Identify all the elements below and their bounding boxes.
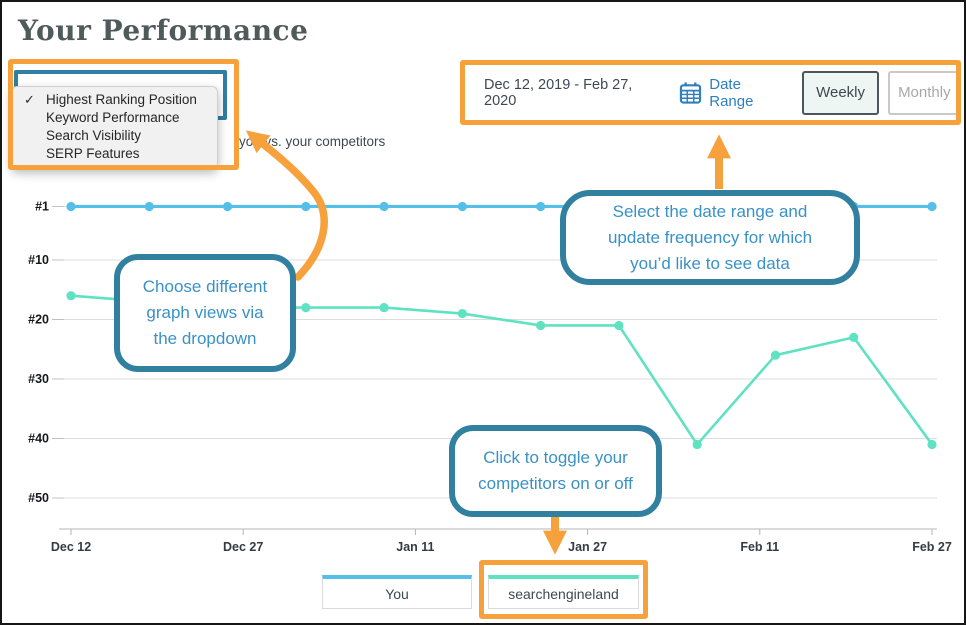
x-axis-label: Jan 11 [396, 540, 434, 554]
y-axis-label: #1 [35, 199, 49, 213]
date-range-link[interactable]: Date Range [709, 75, 754, 110]
callout-line: you’d like to see data [630, 253, 790, 273]
x-axis-label: Feb 27 [912, 540, 952, 554]
menu-item-label: Search Visibility [46, 128, 142, 143]
data-point-searchengineland[interactable] [614, 320, 624, 331]
legend-item-you[interactable]: You [322, 575, 472, 609]
check-icon: ✓ [24, 92, 35, 107]
data-point-you[interactable] [66, 201, 76, 212]
page-title: Your Performance [18, 14, 309, 47]
data-point-you[interactable] [536, 201, 546, 212]
calendar-icon[interactable] [679, 81, 702, 105]
date-toolbar: Dec 12, 2019 - Feb 27, 2020 Date Range W… [460, 60, 961, 125]
menu-item-search-visibility[interactable]: Search Visibility [12, 127, 217, 145]
data-point-searchengineland[interactable] [66, 291, 76, 301]
x-axis-label: Jan 27 [568, 540, 607, 554]
subtitle-fragment: you vs. your competitors [239, 134, 386, 149]
y-axis-label: #10 [28, 253, 49, 267]
data-point-you[interactable] [301, 201, 311, 212]
menu-item-serp-features[interactable]: SERP Features [12, 145, 217, 163]
x-axis-label: Dec 27 [223, 540, 263, 554]
data-point-you[interactable] [927, 201, 937, 212]
menu-item-keyword-performance[interactable]: Keyword Performance [12, 109, 217, 127]
data-point-searchengineland[interactable] [536, 320, 546, 331]
x-axis-label: Dec 12 [51, 540, 91, 554]
legend-label: searchengineland [508, 585, 619, 602]
x-axis-label: Feb 11 [740, 540, 779, 554]
legend-label: You [385, 585, 409, 602]
callout-line: the dropdown [153, 329, 257, 348]
monthly-button[interactable]: Monthly [887, 70, 961, 115]
menu-item-label: SERP Features [46, 146, 140, 161]
callout-line: Click to toggle your [483, 448, 628, 467]
data-point-searchengineland[interactable] [379, 303, 389, 313]
callout-line: competitors on or off [478, 474, 633, 493]
data-point-you[interactable] [457, 201, 467, 212]
data-point-you[interactable] [379, 201, 389, 212]
callout-line: graph views via [146, 303, 264, 322]
callout-legend-tip: Click to toggle your competitors on or o… [449, 425, 662, 517]
menu-item-highest-ranking-position[interactable]: ✓ Highest Ranking Position [12, 91, 217, 109]
data-point-searchengineland[interactable] [301, 303, 311, 313]
menu-item-label: Highest Ranking Position [46, 92, 197, 107]
callout-line: Select the date range and [612, 201, 808, 221]
date-range-text: Dec 12, 2019 - Feb 27, 2020 [484, 76, 633, 109]
legend-item-searchengineland[interactable]: searchengineland [488, 575, 639, 609]
data-point-you[interactable] [144, 201, 154, 212]
data-point-searchengineland[interactable] [692, 439, 702, 450]
data-point-searchengineland[interactable] [927, 439, 937, 450]
graph-type-menu: ✓ Highest Ranking Position Keyword Perfo… [11, 86, 218, 169]
y-axis-label: #50 [28, 491, 49, 505]
menu-item-label: Keyword Performance [46, 110, 180, 125]
data-point-searchengineland[interactable] [770, 350, 781, 360]
y-axis-label: #30 [28, 372, 49, 386]
callout-date-tip: Select the date range and update frequen… [560, 190, 860, 285]
weekly-button[interactable]: Weekly [802, 70, 879, 115]
callout-line: update frequency for which [607, 227, 813, 247]
data-point-searchengineland[interactable] [457, 308, 467, 319]
callout-dropdown-tip: Choose different graph views via the dro… [114, 254, 296, 372]
y-axis-label: #20 [28, 313, 49, 327]
callout-line: Choose different [142, 277, 268, 296]
data-point-searchengineland[interactable] [849, 332, 859, 342]
data-point-you[interactable] [222, 201, 233, 212]
y-axis-label: #40 [28, 432, 49, 446]
